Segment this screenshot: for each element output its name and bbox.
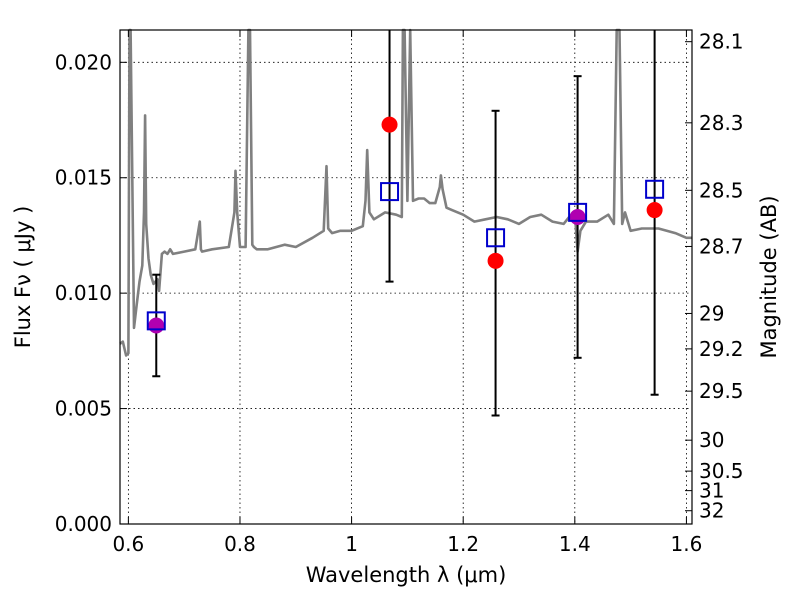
observed-point (381, 116, 398, 133)
x-tick-label: 1.2 (447, 532, 479, 556)
magnitude-tick-label: 31 (699, 479, 724, 503)
y-tick-label: 0.000 (55, 512, 112, 536)
model-point (568, 202, 588, 222)
y-tick-label: 0.005 (55, 397, 112, 421)
error-bars (152, 30, 659, 417)
spectrum-line (119, 28, 692, 357)
magnitude-tick-label: 32 (699, 499, 724, 523)
y-tick-label: 0.020 (55, 50, 112, 74)
observed-point (487, 252, 504, 269)
magnitude-tick-label: 28.1 (699, 30, 744, 54)
observed-point (569, 208, 586, 225)
magnitude-tick-label: 29.2 (699, 337, 744, 361)
magnitude-tick-label: 29 (699, 301, 724, 325)
magnitude-tick-label: 30.5 (699, 459, 744, 483)
observed-point (148, 317, 165, 334)
magnitude-tick-label: 30 (699, 428, 724, 452)
x-tick-label: 0.8 (224, 532, 256, 556)
model-point (486, 228, 506, 248)
x-axis-label: Wavelength λ (μm) (306, 563, 507, 587)
magnitude-tick-label: 28.5 (699, 178, 744, 202)
y-axis-label: Flux Fν ( μJy ) (11, 206, 35, 349)
x-tick-label: 1.4 (559, 532, 591, 556)
y-tick-label: 0.010 (55, 281, 112, 305)
x-tick-label: 0.6 (112, 532, 144, 556)
model-point (146, 311, 166, 331)
magnitude-tick-label: 28.7 (699, 234, 744, 258)
magnitude-axis-label: Magnitude (AB) (757, 195, 781, 358)
plot-frame (119, 29, 693, 525)
x-tick-label: 1 (345, 532, 358, 556)
magnitude-tick-label: 29.5 (699, 379, 744, 403)
model-point (380, 182, 400, 202)
model-point (645, 179, 665, 199)
y-ticks: 0.000 0.005 0.010 0.015 0.020 (55, 50, 127, 536)
y-tick-label: 0.015 (55, 166, 112, 190)
magnitude-tick-label: 28.3 (699, 111, 744, 135)
observed-point (646, 202, 663, 219)
model-spectrum (119, 28, 692, 357)
x-ticks: 0.6 0.8 1 1.2 1.4 1.6 (112, 30, 702, 556)
x-tick-label: 1.6 (671, 532, 703, 556)
data-markers (146, 116, 665, 334)
